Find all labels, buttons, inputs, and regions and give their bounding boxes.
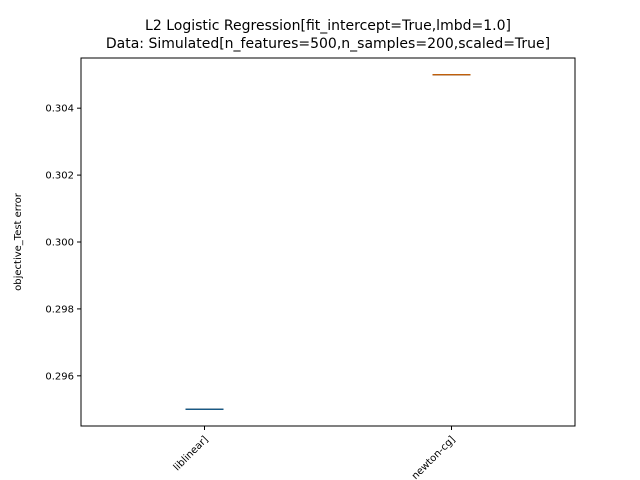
chart-title-line-1: L2 Logistic Regression[fit_intercept=Tru… [145, 18, 511, 34]
y-tick-label: 0.298 [45, 304, 74, 315]
x-tick-label: liblinear] [172, 434, 211, 473]
box-series [185, 74, 471, 410]
y-tick-label: 0.304 [45, 104, 74, 115]
x-axis-ticks: liblinear] newton-cg] [172, 426, 458, 480]
chart-title-line-2: Data: Simulated[n_features=500,n_samples… [106, 36, 550, 52]
y-tick-label: 0.302 [45, 171, 74, 182]
y-tick-label: 0.296 [45, 371, 74, 382]
plot-area-frame [80, 57, 576, 427]
y-axis-ticks: 0.296 0.298 0.300 0.302 0.304 [45, 104, 81, 382]
chart-title: L2 Logistic Regression[fit_intercept=Tru… [106, 18, 550, 52]
y-axis-label: objective_Test error [13, 192, 24, 291]
y-tick-label: 0.300 [45, 238, 74, 249]
x-tick-label: newton-cg] [410, 434, 458, 480]
